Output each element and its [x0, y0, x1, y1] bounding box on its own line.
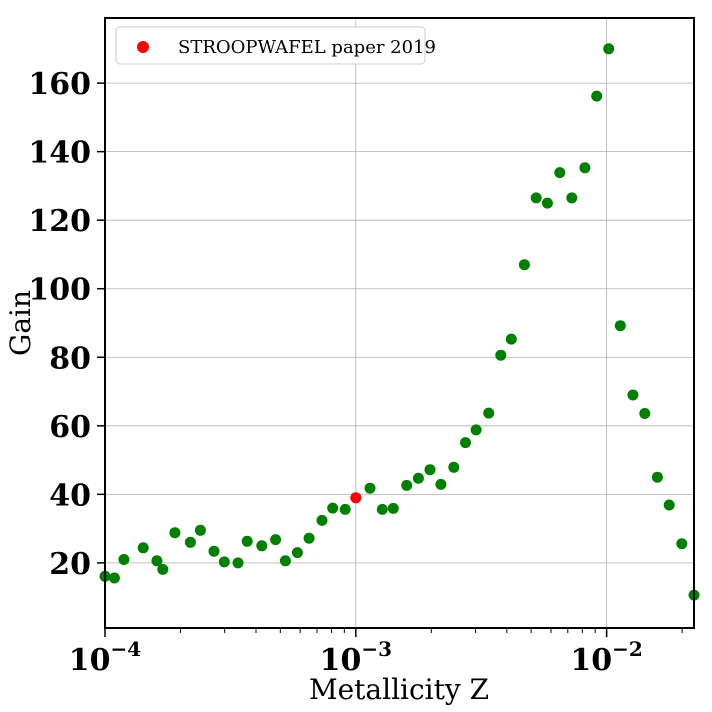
data-point	[651, 471, 663, 483]
data-point	[184, 536, 196, 548]
data-point	[339, 503, 351, 515]
data-point	[118, 554, 130, 565]
data-point	[530, 192, 542, 204]
data-point	[151, 555, 163, 567]
x-axis-label: Metallicity Z	[309, 673, 489, 706]
data-point	[303, 532, 315, 544]
data-point	[327, 502, 339, 514]
data-point	[291, 547, 303, 559]
data-point	[483, 407, 495, 419]
data-point	[424, 464, 436, 476]
data-point	[401, 479, 413, 491]
plot-frame	[104, 17, 695, 629]
y-tick-label: 60	[49, 410, 91, 445]
legend: STROOPWAFEL paper 2019	[115, 26, 436, 65]
data-point	[460, 437, 471, 449]
data-point	[108, 572, 120, 584]
data-point	[270, 534, 282, 546]
x-tick-exponent: −2	[612, 637, 643, 661]
data-point	[256, 540, 268, 552]
x-tick-label: 10−3	[320, 637, 392, 678]
y-axis-label: Gain	[4, 290, 37, 356]
data-point	[603, 43, 615, 55]
data-point	[518, 259, 530, 271]
y-tick-label: 140	[28, 136, 91, 171]
data-point	[387, 502, 399, 514]
x-tick-base: 10	[320, 643, 362, 678]
data-point	[554, 167, 566, 179]
axis-ticks	[97, 82, 683, 637]
y-tick-label: 160	[28, 67, 91, 102]
y-tick-label: 20	[49, 547, 91, 582]
legend-marker	[137, 41, 149, 53]
y-tick-label: 40	[49, 478, 91, 513]
x-tick-base: 10	[570, 643, 612, 678]
data-point	[208, 545, 220, 557]
x-tick-label: 10−2	[570, 637, 642, 678]
data-point	[241, 535, 253, 547]
data-point	[614, 320, 626, 332]
data-point	[157, 563, 169, 575]
x-tick-labels: 10−4 10−3 10−2	[69, 637, 643, 678]
data-point	[412, 472, 424, 484]
data-point	[376, 503, 388, 515]
y-tick-label: 120	[28, 204, 91, 239]
plot-background	[105, 18, 694, 628]
data-point	[218, 556, 230, 568]
data-point	[505, 333, 517, 345]
highlight-point	[350, 492, 362, 504]
y-tick-label: 100	[28, 273, 91, 308]
data-point	[541, 197, 553, 209]
data-point	[137, 542, 149, 554]
data-point	[627, 389, 639, 401]
x-tick-exponent: −3	[361, 637, 392, 661]
data-point	[591, 90, 603, 102]
data-point	[279, 555, 291, 567]
data-point	[194, 524, 206, 536]
x-tick-exponent: −4	[111, 637, 142, 661]
data-point	[663, 499, 675, 511]
y-tick-label: 80	[49, 341, 91, 376]
x-tick-base: 10	[69, 643, 111, 678]
data-point	[470, 424, 482, 436]
data-point	[448, 461, 460, 473]
legend-box	[115, 26, 426, 65]
data-point	[364, 482, 376, 494]
data-point	[676, 538, 688, 550]
y-tick-labels: 20 40 60 80 100 120 140 160	[28, 67, 91, 582]
data-point	[169, 527, 181, 539]
data-point	[579, 162, 591, 174]
data-point	[639, 408, 651, 419]
data-point	[435, 478, 447, 490]
data-point	[566, 192, 578, 204]
data-point	[495, 349, 507, 361]
data-point	[232, 557, 244, 569]
data-point	[316, 514, 328, 526]
x-tick-label: 10−4	[69, 637, 142, 678]
legend-entry-label: STROOPWAFEL paper 2019	[178, 37, 436, 58]
